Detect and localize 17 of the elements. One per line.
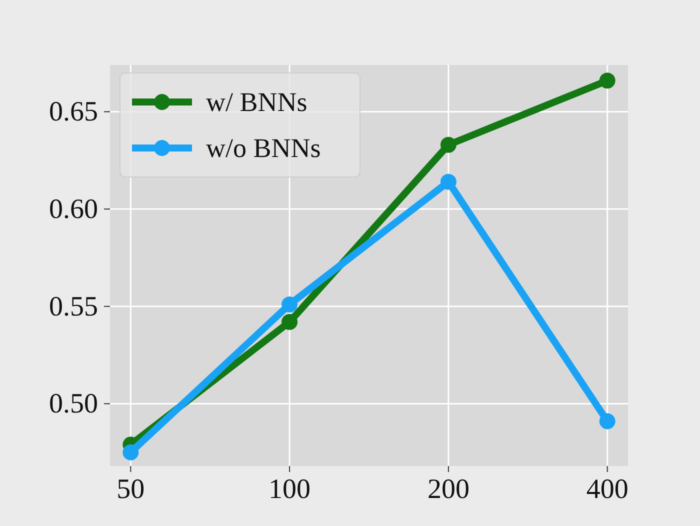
point <box>282 296 298 312</box>
y-tick-label: 0.50 <box>49 388 98 420</box>
point <box>599 72 616 89</box>
legend-label: w/ BNNs <box>206 87 308 117</box>
legend-label: w/o BNNs <box>206 133 321 163</box>
x-tick-label: 200 <box>427 474 470 505</box>
y-tick-label: 0.65 <box>49 96 98 128</box>
point <box>440 136 456 153</box>
x-tick-label: 50 <box>116 474 145 505</box>
x-tick-label: 400 <box>586 474 628 505</box>
y-tick-label: 0.55 <box>49 291 98 322</box>
y-tick-label: 0.60 <box>49 194 98 226</box>
x-tick-label: 100 <box>268 474 311 505</box>
point <box>599 413 616 430</box>
point <box>122 444 139 460</box>
point <box>440 174 456 190</box>
point <box>282 314 298 330</box>
